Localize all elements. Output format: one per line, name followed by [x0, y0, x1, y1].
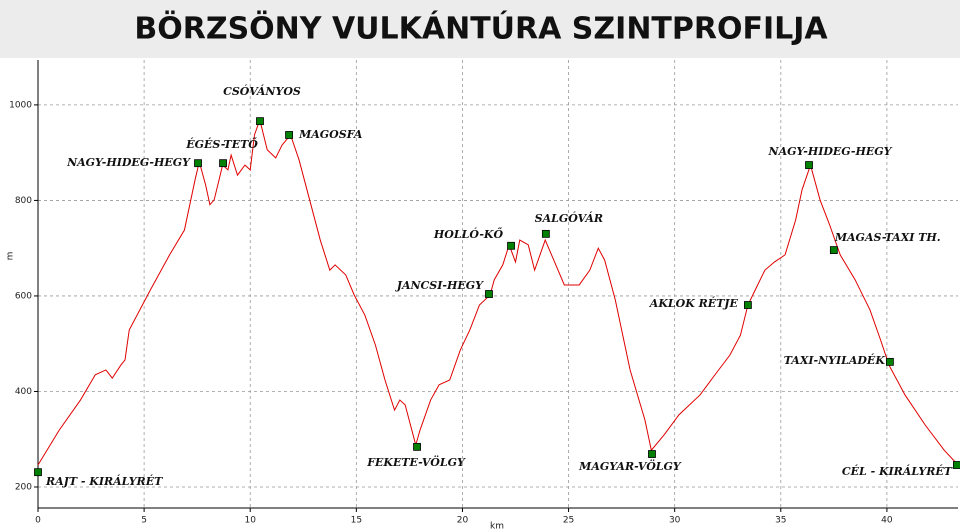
chart-title: BÖRZSÖNY VULKÁNTÚRA SZINTPROFILJA — [134, 10, 828, 47]
waypoint-marker — [256, 117, 264, 126]
waypoint-marker — [541, 229, 550, 238]
waypoint-marker — [219, 159, 227, 168]
y-tick-label: 1000 — [9, 100, 32, 110]
waypoint-label: MAGOSFA — [298, 128, 363, 141]
y-tick-label: 200 — [15, 482, 32, 492]
waypoint-label: MAGAS-TAXI TH. — [834, 231, 941, 244]
elevation-line — [37, 117, 959, 466]
y-tick-label: 400 — [15, 387, 32, 397]
x-tick-label: 15 — [351, 516, 362, 526]
waypoint-label: MAGYAR-VÖLGY — [578, 459, 682, 473]
x-tick-label: 5 — [141, 516, 147, 526]
waypoint-label: SALGÓVÁR — [535, 211, 603, 225]
waypoint-label: FEKETE-VÖLGY — [366, 455, 466, 469]
x-tick-label: 35 — [775, 516, 786, 526]
waypoint-marker — [507, 241, 515, 250]
waypoint-label: TAXI-NYILADÉK — [784, 353, 886, 367]
waypoint-marker — [34, 468, 42, 477]
waypoint-marker — [805, 161, 813, 169]
waypoint-marker — [413, 442, 421, 451]
waypoint-label: JANCSI-HEGY — [395, 279, 484, 292]
y-tick-label: 600 — [15, 291, 32, 301]
x-tick-label: 30 — [669, 516, 681, 526]
waypoint-label: NAGY-HIDEG-HEGY — [768, 145, 893, 158]
waypoint-marker — [885, 357, 894, 366]
x-tick-label: 25 — [563, 516, 574, 526]
waypoint-marker — [648, 450, 656, 458]
waypoint-label: HOLLÓ-KŐ — [433, 227, 504, 241]
x-tick-label: 0 — [35, 516, 41, 526]
waypoint-marker — [953, 461, 960, 469]
waypoint-label: RAJT - KIRÁLYRÉT — [45, 474, 163, 488]
waypoint-marker — [194, 159, 202, 168]
title-banner — [0, 0, 960, 58]
x-axis-label: km — [490, 522, 504, 532]
waypoint-marker — [829, 246, 838, 254]
waypoint-marker — [285, 131, 293, 139]
waypoint-marker — [743, 301, 752, 309]
waypoint-label: CÉL - KIRÁLYRÉT — [842, 464, 953, 478]
waypoint-marker — [485, 290, 493, 298]
x-tick-label: 20 — [457, 516, 469, 526]
y-axis-label: m — [6, 252, 16, 261]
x-tick-label: 10 — [244, 516, 256, 526]
plot-area — [38, 60, 958, 508]
waypoint-label: CSÓVÁNYOS — [223, 84, 301, 98]
x-tick-label: 40 — [881, 516, 893, 526]
waypoint-label: ÉGÉS-TETŐ — [185, 137, 258, 151]
y-tick-label: 800 — [15, 196, 32, 206]
waypoint-label: AKLOK RÉTJE — [649, 296, 739, 310]
waypoint-label: NAGY-HIDEG-HEGY — [66, 156, 191, 169]
